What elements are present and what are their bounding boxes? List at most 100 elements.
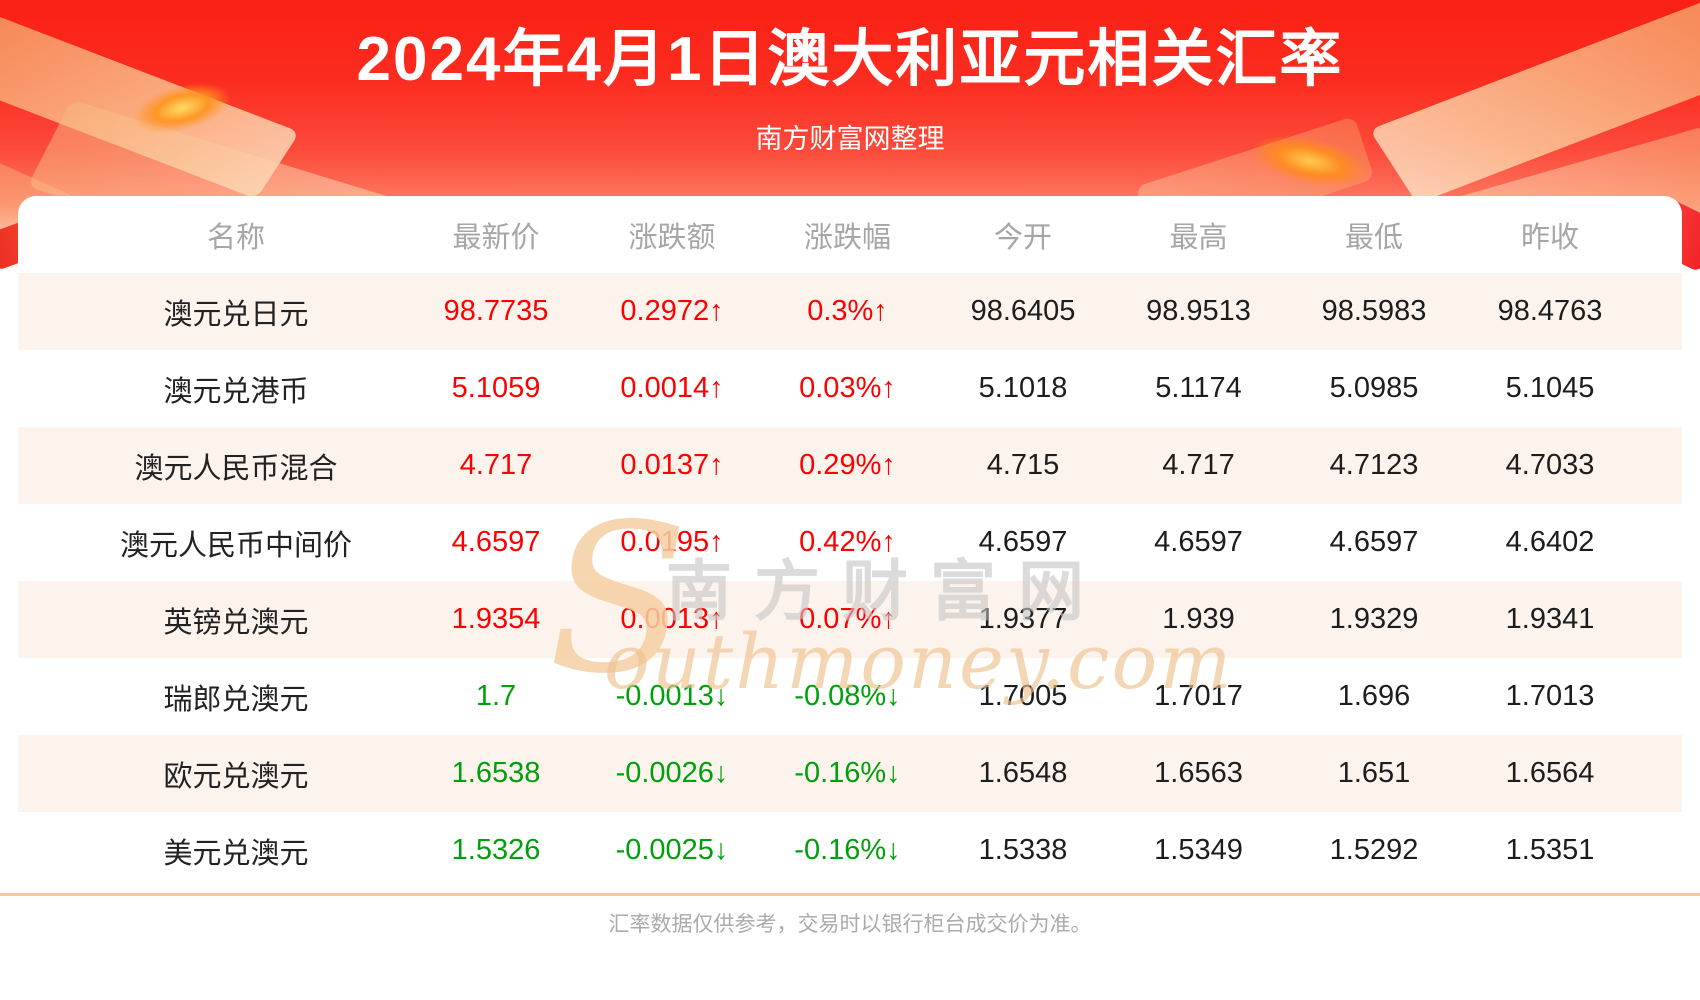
cell-high: 1.939 <box>1162 603 1235 635</box>
cell-latest-price: 98.7735 <box>443 295 549 327</box>
cell-change-amount: -0.0013↓ <box>615 680 729 712</box>
cell-latest-price: 1.5326 <box>451 834 541 866</box>
cell-spacer <box>1638 812 1682 888</box>
table-row: 美元兑澳元 1.5326 -0.0025↓ -0.16%↓ 1.5338 1.5349 1.… <box>18 812 1682 888</box>
page-subtitle: 南方财富网整理 <box>755 124 945 154</box>
rates-card: 名称 最新价 涨跌额 涨跌幅 今开 最高 最低 昨收 澳元兑日元 98.7735 0.2972↑ 0… <box>18 196 1682 888</box>
cell-change-percent: 0.03%↑ <box>799 372 896 404</box>
cell-spacer <box>18 735 64 812</box>
cell-high: 1.5349 <box>1154 834 1243 866</box>
cell-prev-close: 4.6402 <box>1505 526 1595 558</box>
cell-latest-price: 5.1059 <box>451 372 541 404</box>
column-header: 涨跌额 <box>628 221 716 254</box>
table-row: 欧元兑澳元 1.6538 -0.0026↓ -0.16%↓ 1.6548 1.6563 1.… <box>18 735 1682 812</box>
column-header: 名称 <box>206 221 265 254</box>
cell-spacer <box>1638 350 1682 427</box>
cell-change-percent: 0.29%↑ <box>799 449 896 481</box>
cell-spacer <box>18 273 64 350</box>
cell-spacer <box>18 812 64 888</box>
cell-prev-close: 1.5351 <box>1505 834 1595 866</box>
cell-pair-name: 瑞郎兑澳元 <box>163 683 309 716</box>
cell-prev-close: 4.7033 <box>1505 449 1595 481</box>
cell-change-amount: 0.0013↑ <box>620 603 724 635</box>
cell-pair-name: 澳元兑日元 <box>163 298 309 331</box>
cell-pair-name: 澳元兑港币 <box>163 375 309 408</box>
cell-high: 4.717 <box>1162 449 1235 481</box>
cell-spacer <box>18 504 64 581</box>
cell-open: 5.1018 <box>978 372 1068 404</box>
cell-prev-close: 98.4763 <box>1497 295 1603 327</box>
table-row: 澳元兑日元 98.7735 0.2972↑ 0.3%↑ 98.6405 98.9513 98… <box>18 273 1682 350</box>
cell-high: 98.9513 <box>1146 295 1251 327</box>
cell-latest-price: 4.717 <box>459 449 533 481</box>
table-row: 澳元兑港币 5.1059 0.0014↑ 0.03%↑ 5.1018 5.1174 5.09… <box>18 350 1682 427</box>
cell-change-percent: 0.3%↑ <box>807 295 888 327</box>
cell-low: 5.0985 <box>1329 372 1419 404</box>
cell-high: 1.6563 <box>1154 757 1243 789</box>
cell-high: 4.6597 <box>1154 526 1243 558</box>
cell-change-percent: 0.42%↑ <box>799 526 896 558</box>
cell-change-amount: 0.2972↑ <box>620 295 724 327</box>
cell-open: 1.5338 <box>978 834 1068 866</box>
cell-open: 1.7005 <box>978 680 1068 712</box>
column-header: 涨跌幅 <box>803 221 891 254</box>
table-body: 澳元兑日元 98.7735 0.2972↑ 0.3%↑ 98.6405 98.9513 98… <box>18 273 1682 888</box>
cell-change-percent: -0.16%↓ <box>794 834 901 866</box>
cell-latest-price: 1.7 <box>475 680 517 712</box>
cell-spacer <box>1638 273 1682 350</box>
cell-pair-name: 美元兑澳元 <box>163 837 309 870</box>
cell-spacer <box>1638 581 1682 658</box>
cell-change-percent: 0.07%↑ <box>799 603 896 635</box>
cell-prev-close: 1.9341 <box>1505 603 1595 635</box>
cell-open: 1.9377 <box>978 603 1068 635</box>
cell-low: 4.6597 <box>1329 526 1419 558</box>
header-spacer <box>18 196 64 273</box>
cell-latest-price: 4.6597 <box>451 526 541 558</box>
table-row: 英镑兑澳元 1.9354 0.0013↑ 0.07%↑ 1.9377 1.939 1.932… <box>18 581 1682 658</box>
orange-divider-line <box>0 893 1700 896</box>
cell-change-amount: -0.0025↓ <box>615 834 729 866</box>
column-header: 最低 <box>1344 221 1403 254</box>
cell-pair-name: 澳元人民币混合 <box>134 452 338 485</box>
cell-low: 1.651 <box>1337 757 1411 789</box>
cell-open: 98.6405 <box>970 295 1076 327</box>
cell-latest-price: 1.9354 <box>451 603 541 635</box>
header-spacer <box>1638 196 1682 273</box>
cell-low: 1.5292 <box>1329 834 1419 866</box>
cell-low: 1.9329 <box>1329 603 1419 635</box>
cell-high: 5.1174 <box>1155 372 1242 404</box>
cell-pair-name: 英镑兑澳元 <box>163 606 309 639</box>
footer-note: 汇率数据仅供参考，交易时以银行柜台成交价为准。 <box>608 913 1092 936</box>
cell-prev-close: 1.7013 <box>1505 680 1595 712</box>
column-header: 最新价 <box>452 221 540 254</box>
cell-spacer <box>18 658 64 735</box>
cell-low: 4.7123 <box>1329 449 1419 481</box>
cell-spacer <box>1638 658 1682 735</box>
column-header: 最高 <box>1169 221 1228 254</box>
cell-open: 4.715 <box>986 449 1060 481</box>
cell-low: 98.5983 <box>1321 295 1427 327</box>
cell-high: 1.7017 <box>1154 680 1243 712</box>
cell-spacer <box>1638 735 1682 812</box>
table-row: 瑞郎兑澳元 1.7 -0.0013↓ -0.08%↓ 1.7005 1.7017 1.696… <box>18 658 1682 735</box>
cell-low: 1.696 <box>1337 680 1411 712</box>
cell-change-amount: 0.0014↑ <box>620 372 724 404</box>
cell-open: 1.6548 <box>978 757 1068 789</box>
cell-open: 4.6597 <box>978 526 1068 558</box>
cell-change-amount: -0.0026↓ <box>615 757 729 789</box>
page-title: 2024年4月1日澳大利亚元相关汇率 <box>356 25 1344 94</box>
cell-latest-price: 1.6538 <box>451 757 541 789</box>
cell-spacer <box>18 427 64 504</box>
cell-change-percent: -0.08%↓ <box>794 680 901 712</box>
cell-change-percent: -0.16%↓ <box>794 757 901 789</box>
column-header: 今开 <box>993 221 1052 254</box>
cell-spacer <box>18 350 64 427</box>
cell-change-amount: 0.0137↑ <box>620 449 724 481</box>
rates-table: 名称 最新价 涨跌额 涨跌幅 今开 最高 最低 昨收 澳元兑日元 98.7735 0.2972↑ 0… <box>18 196 1682 888</box>
cell-spacer <box>18 581 64 658</box>
column-header: 昨收 <box>1520 221 1579 254</box>
table-header-row: 名称 最新价 涨跌额 涨跌幅 今开 最高 最低 昨收 <box>18 196 1682 273</box>
cell-spacer <box>1638 427 1682 504</box>
cell-prev-close: 1.6564 <box>1505 757 1595 789</box>
table-row: 澳元人民币中间价 4.6597 0.0195↑ 0.42%↑ 4.6597 4.6597 4… <box>18 504 1682 581</box>
